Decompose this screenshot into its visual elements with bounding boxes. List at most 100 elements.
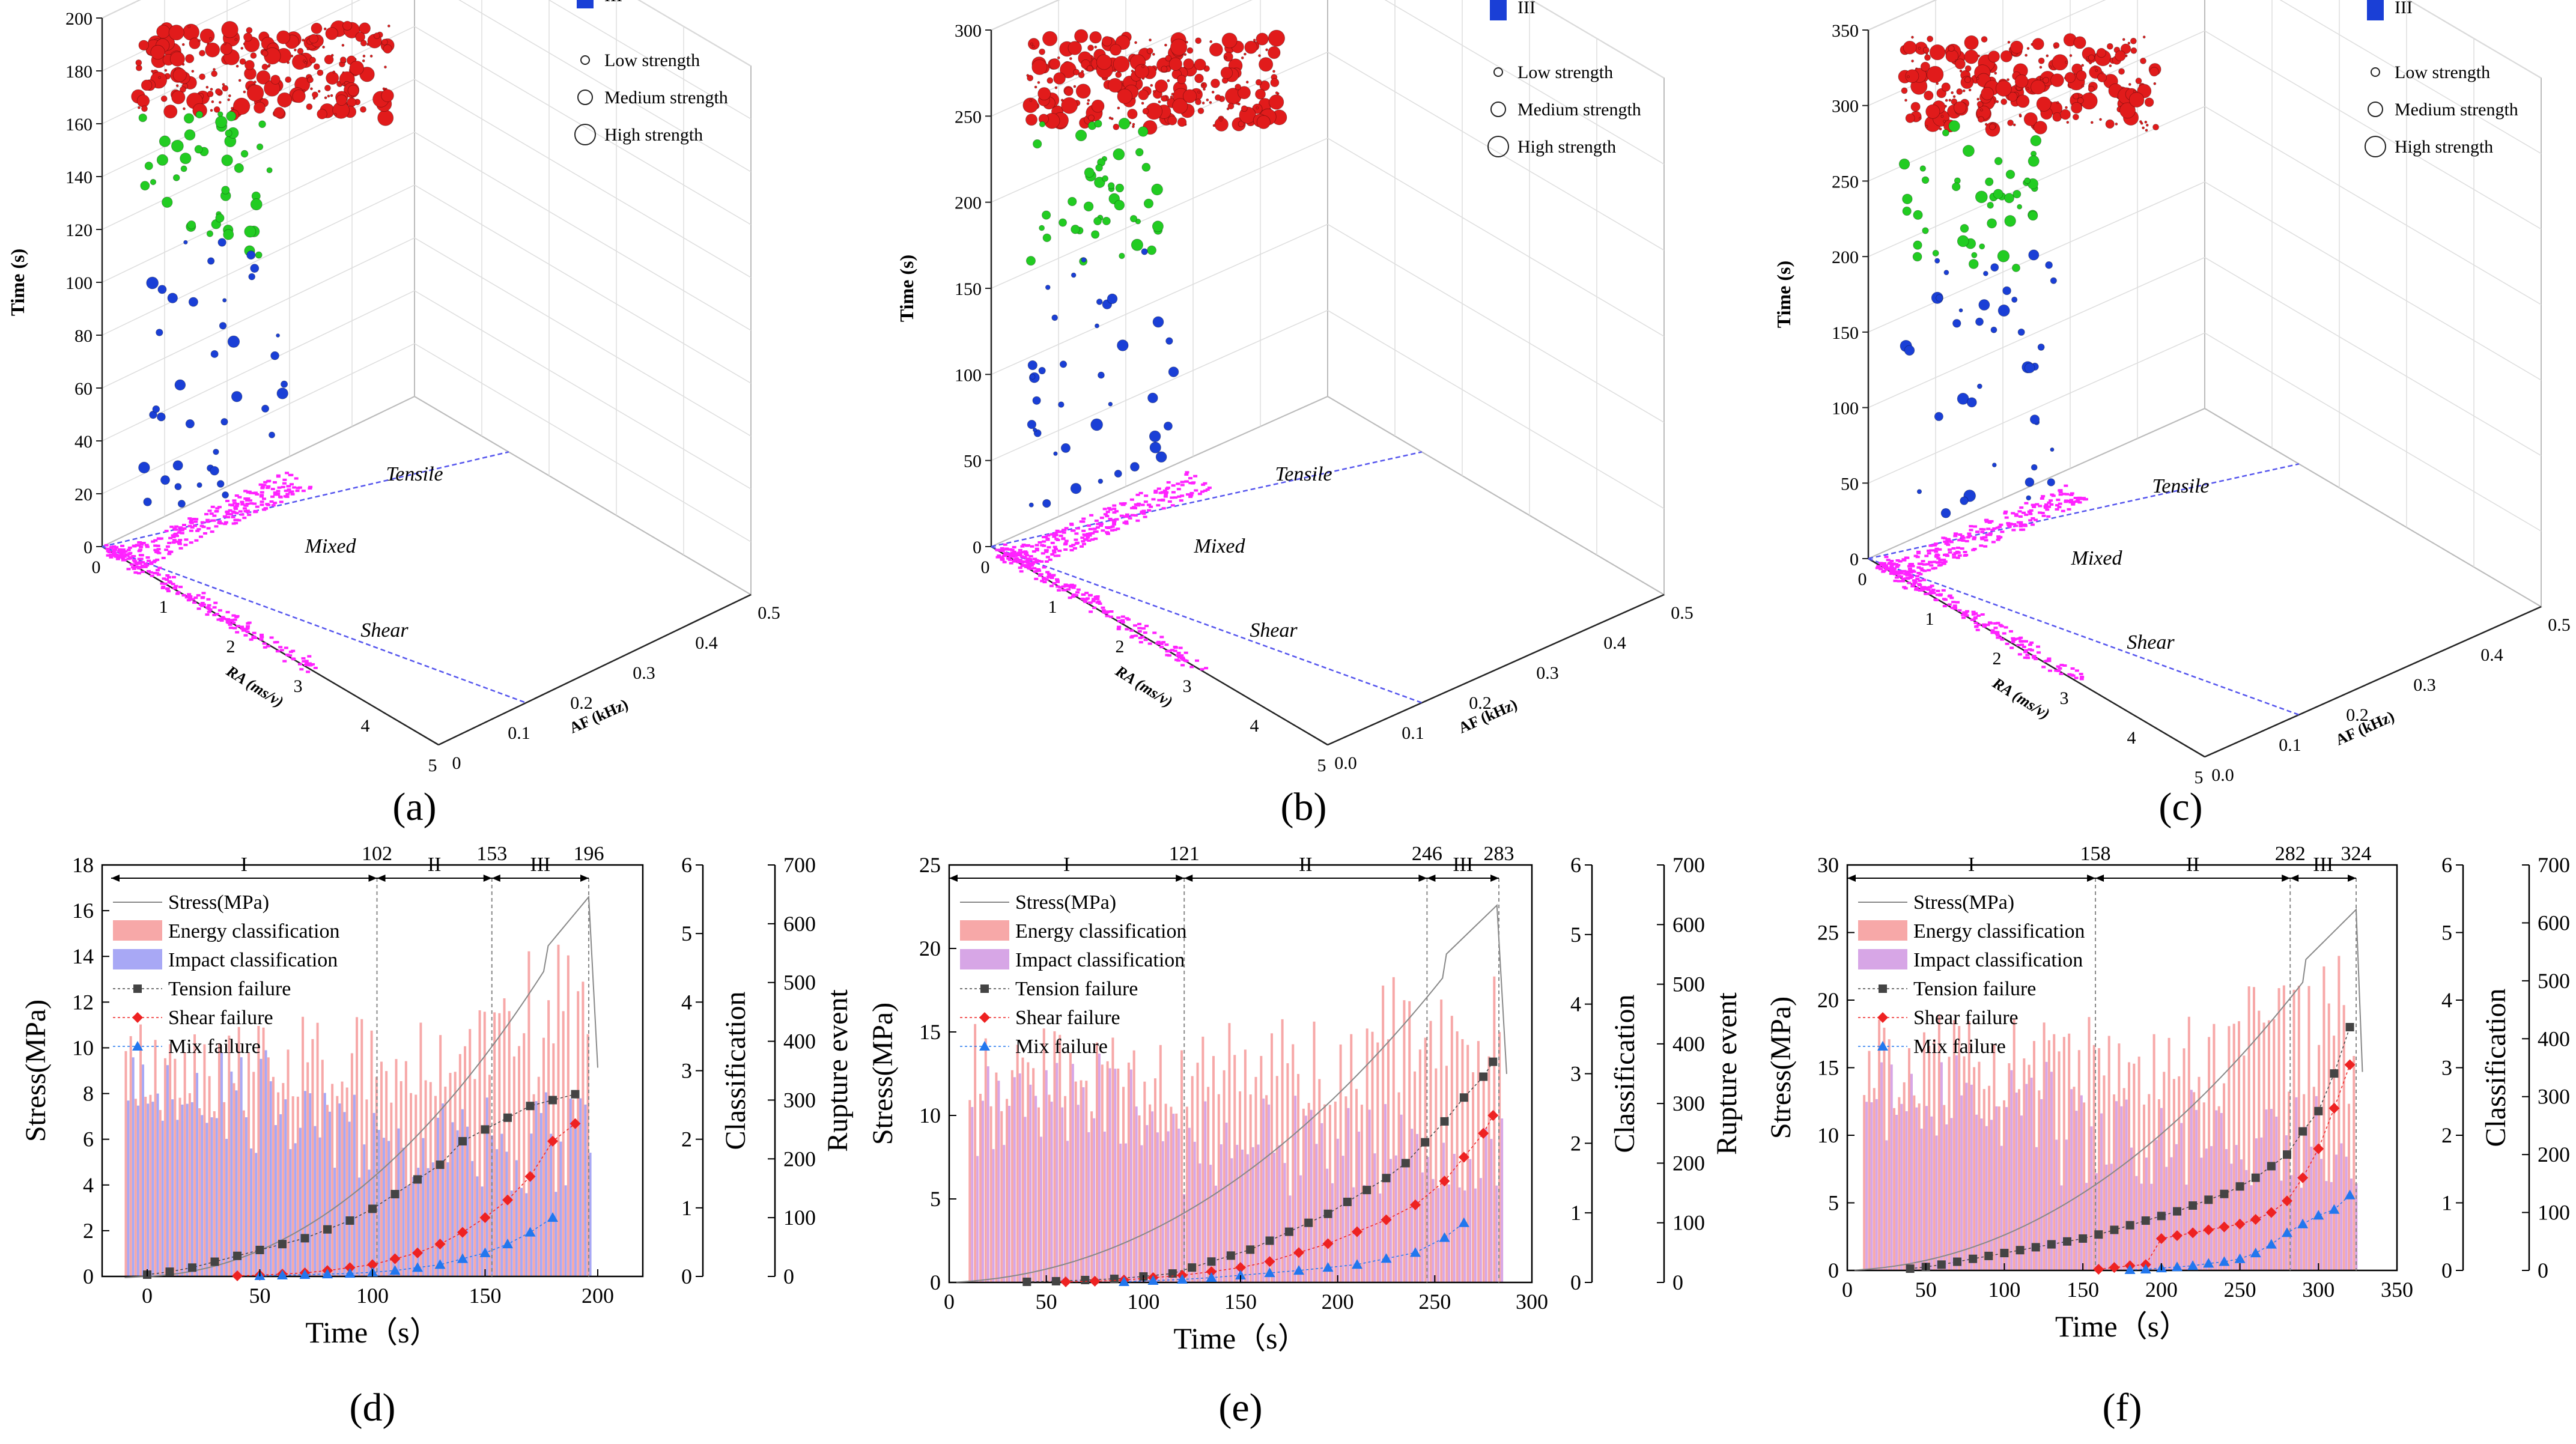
- projection-point: [1996, 537, 2001, 540]
- projection-point: [2058, 489, 2063, 492]
- energy-bar: [557, 944, 560, 1276]
- impact-bar: [245, 1117, 248, 1276]
- projection-point: [1083, 534, 1088, 537]
- stage-II-point: [1985, 177, 1994, 186]
- stage-III-point: [210, 466, 219, 476]
- projection-point: [1922, 578, 1927, 581]
- energy-bar: [2193, 1092, 2196, 1270]
- energy-bar: [2213, 1024, 2216, 1270]
- projection-point: [1095, 598, 1100, 601]
- projection-point: [1166, 481, 1171, 484]
- mix-failure-point: [1235, 1270, 1246, 1280]
- wall-gridline: [1327, 52, 1665, 251]
- legend-strength-label: Low strength: [2395, 62, 2490, 82]
- energy-bar: [2077, 1050, 2080, 1270]
- energy-bar: [2018, 1089, 2021, 1270]
- z-tick-label: 150: [955, 279, 982, 299]
- projection-point: [1034, 577, 1039, 580]
- legend-strength-label: High strength: [2395, 137, 2493, 157]
- stage-I-point: [169, 51, 185, 67]
- stage-III-point: [216, 480, 225, 488]
- projection-point: [1034, 561, 1039, 564]
- projection-point: [1013, 554, 1018, 557]
- stage-I-point: [1968, 88, 1972, 92]
- projection-point: [1200, 490, 1204, 493]
- impact-bar: [1484, 1127, 1487, 1282]
- panel-label: (b): [1281, 785, 1327, 829]
- legend-mix-marker: [1877, 1041, 1888, 1051]
- projection-point: [1016, 559, 1021, 562]
- energy-bar: [2178, 1076, 2181, 1270]
- projection-point: [1892, 572, 1897, 575]
- projection-point: [2028, 512, 2033, 515]
- x-tick-label: 150: [469, 1284, 502, 1308]
- stage-II-point: [2017, 204, 2023, 210]
- stage-II-point: [2012, 190, 2022, 199]
- projection-point: [1144, 625, 1149, 628]
- projection-point: [1117, 620, 1122, 623]
- projection-point: [285, 472, 290, 475]
- projection-point: [1102, 508, 1107, 511]
- energy-bar: [2122, 1088, 2125, 1270]
- stage-I-point: [1094, 45, 1098, 49]
- projection-point: [171, 541, 176, 544]
- projection-point: [232, 499, 237, 502]
- impact-bar: [2230, 1163, 2233, 1270]
- stage-III-point: [138, 461, 150, 474]
- stage-I-point: [1170, 96, 1173, 99]
- projection-point: [1084, 598, 1089, 601]
- projection-point: [1184, 660, 1189, 663]
- stage-I-point: [307, 76, 314, 83]
- impact-bar: [1257, 1144, 1260, 1282]
- stage-III-point: [1936, 294, 1943, 302]
- energy-bar: [1893, 1108, 1896, 1270]
- projection-point: [1885, 566, 1889, 569]
- projection-point: [143, 562, 148, 565]
- projection-point: [1957, 539, 1962, 542]
- projection-point: [1071, 529, 1076, 532]
- projection-point: [196, 528, 201, 531]
- stage-II-point: [225, 129, 232, 137]
- projection-point: [2017, 653, 2022, 656]
- stage-I-point: [330, 53, 334, 57]
- stage-I-point: [1227, 103, 1235, 110]
- stage-II-point: [1913, 240, 1922, 250]
- z-tick-label: 180: [65, 62, 93, 82]
- energy-bar: [449, 1073, 452, 1276]
- y2-tick-label: 4: [681, 990, 692, 1014]
- y2-tick-label: 5: [1570, 923, 1581, 947]
- stage-I-point: [1272, 70, 1275, 73]
- projection-point: [245, 630, 250, 633]
- projection-point: [1034, 548, 1039, 551]
- projection-point: [1177, 656, 1182, 659]
- legend-strength-label: High strength: [604, 125, 703, 145]
- stage-I-point: [317, 69, 324, 76]
- projection-point: [207, 610, 211, 613]
- impact-bar: [981, 1100, 984, 1282]
- stage-II-point: [140, 181, 150, 191]
- stage-III-point: [2050, 277, 2057, 284]
- projection-point: [180, 532, 184, 535]
- mix-failure-point: [547, 1212, 558, 1222]
- stage-label: II: [1299, 854, 1313, 876]
- mix-failure-point: [344, 1268, 356, 1278]
- projection-point: [135, 566, 139, 569]
- projection-point: [997, 554, 1001, 557]
- stage-I-point: [1030, 42, 1033, 46]
- energy-bar: [1903, 1082, 1906, 1270]
- y3-tick-label: 600: [783, 912, 816, 936]
- mix-failure-point: [2203, 1258, 2214, 1268]
- projection-point: [2003, 626, 2008, 629]
- projection-point: [1947, 595, 1952, 598]
- projection-point: [1969, 525, 1973, 528]
- projection-point: [1092, 598, 1096, 601]
- stage-I-point: [1074, 29, 1089, 43]
- stage-III-point: [143, 497, 152, 506]
- energy-bar: [1928, 1046, 1931, 1270]
- mix-failure-point: [1381, 1253, 1392, 1263]
- projection-point: [1984, 539, 1988, 542]
- projection-point: [277, 486, 282, 489]
- projection-point: [1042, 540, 1046, 543]
- impact-bar: [1304, 1115, 1307, 1282]
- stage-III-point: [183, 240, 188, 245]
